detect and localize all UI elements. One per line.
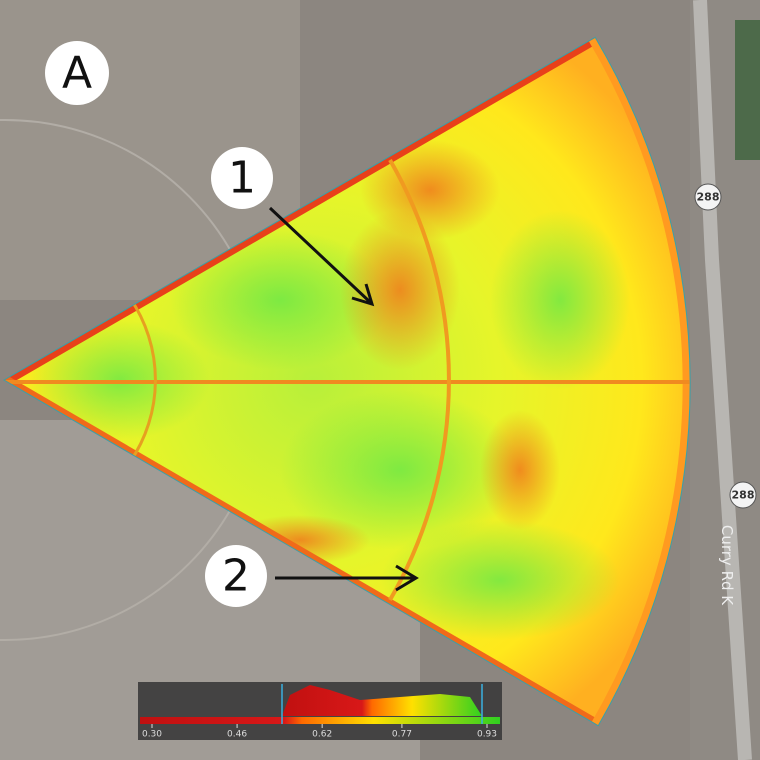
vigor-low [480, 410, 560, 530]
vigor-high [170, 230, 390, 370]
panel-badge [45, 41, 109, 105]
vigor-high [380, 520, 620, 640]
legend-tick-label: 0.77 [392, 730, 412, 740]
marker-label: 2 [222, 551, 250, 602]
legend-tick-label: 0.62 [312, 730, 332, 740]
road-sign [694, 183, 722, 211]
legend: 0.30 0.46 0.62 0.77 0.93 [138, 682, 502, 740]
wheel-track [128, 297, 157, 463]
arrow [275, 564, 419, 592]
color-bar [140, 717, 500, 724]
legend-tick-label: 0.46 [227, 730, 247, 740]
marker-badge [205, 545, 267, 607]
legend-tick-label: 0.30 [142, 730, 162, 740]
histogram [282, 685, 482, 716]
road-sign-label: 288 [732, 489, 755, 502]
marker-badge [211, 147, 273, 209]
marker-label: 1 [228, 153, 256, 204]
vigor-high [280, 390, 520, 550]
road-sign [729, 481, 757, 509]
road-sign-label: 288 [697, 191, 720, 204]
road [693, 0, 752, 760]
vigor-high [490, 210, 630, 390]
panel-label: A [62, 48, 92, 99]
crop-patch [735, 20, 760, 160]
arrows [268, 206, 419, 592]
legend-tick-label: 0.93 [477, 730, 497, 740]
road-name: Curry Rd K [718, 525, 736, 606]
arrow [268, 206, 375, 307]
wheel-track [388, 159, 451, 601]
field-variation [5, 38, 690, 725]
